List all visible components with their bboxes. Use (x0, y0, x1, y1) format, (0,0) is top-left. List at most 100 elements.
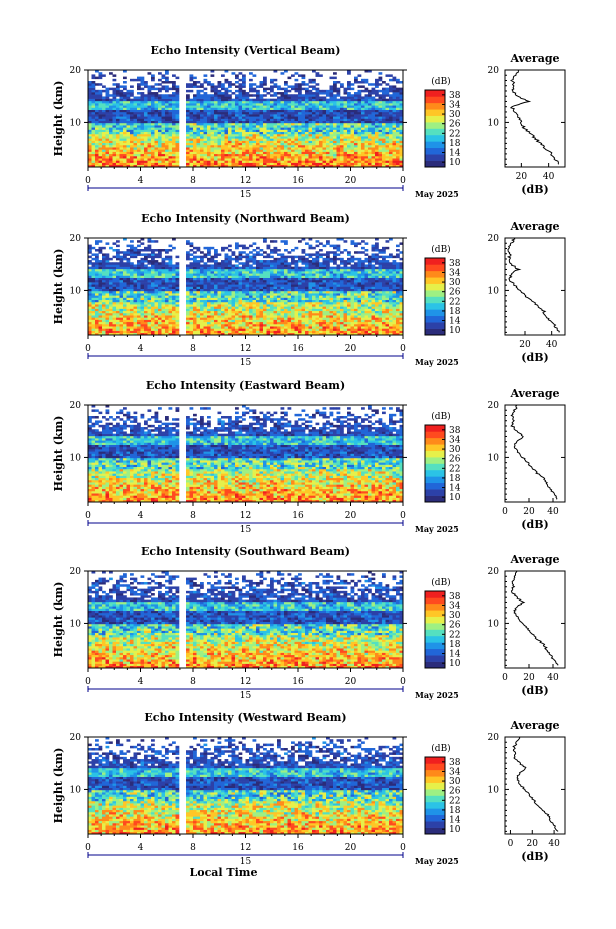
heatmap-cell (270, 131, 274, 135)
heatmap-cell (305, 144, 309, 148)
heatmap-cell (102, 147, 106, 150)
heatmap-cell (210, 279, 215, 283)
heatmap-cell (315, 149, 320, 152)
heatmap-cell (158, 293, 162, 296)
heatmap-cell (210, 116, 215, 119)
heatmap-cell (193, 125, 197, 128)
heatmap-cell (151, 158, 155, 161)
heatmap-cell (228, 153, 232, 157)
heatmap-cell (252, 87, 257, 91)
heatmap-cell (298, 131, 302, 135)
heatmap-cell (112, 282, 117, 285)
heatmap-cell (196, 85, 201, 88)
heatmap-cell (382, 155, 386, 159)
heatmap-cell (161, 299, 166, 303)
heatmap-cell (256, 164, 260, 168)
heatmap-cell (298, 92, 302, 95)
heatmap-cell (186, 140, 190, 144)
heatmap-cell (119, 92, 124, 95)
heatmap-cell (133, 103, 138, 106)
heatmap-cell (147, 306, 152, 309)
heatmap-cell (378, 155, 383, 159)
heatmap-cell (399, 87, 404, 91)
heatmap-cell (343, 125, 348, 128)
heatmap-cell (350, 155, 355, 159)
colorbar-swatch (425, 154, 445, 161)
heatmap-cell (361, 129, 365, 133)
heatmap-cell (315, 114, 320, 117)
heatmap-cell (126, 107, 131, 110)
heatmap-cell (140, 155, 145, 159)
heatmap-cell (200, 295, 204, 298)
heatmap-cell (109, 127, 113, 130)
heatmap-cell (196, 109, 201, 113)
heatmap-cell (203, 122, 208, 126)
heatmap-cell (98, 164, 103, 168)
heatmap-cell (273, 109, 278, 113)
heatmap-cell (238, 118, 243, 121)
heatmap-cell (165, 323, 169, 327)
heatmap-cell (333, 83, 337, 86)
heatmap-cell (154, 277, 159, 281)
heatmap-cell (343, 136, 348, 139)
heatmap-cell (200, 282, 204, 285)
heatmap-cell (217, 271, 222, 274)
heatmap-cell (95, 100, 99, 104)
heatmap-cell (189, 332, 194, 336)
heatmap-cell (91, 142, 96, 146)
heatmap-cell (105, 96, 110, 99)
heatmap-cell (235, 164, 239, 168)
heatmap-cell (252, 83, 257, 86)
heatmap-cell (217, 140, 222, 144)
heatmap-cell (116, 273, 120, 276)
heatmap-cell (109, 266, 113, 270)
heatmap-cell (399, 127, 404, 130)
heatmap-cell (105, 299, 110, 303)
heatmap-cell (312, 81, 316, 84)
heatmap-cell (151, 323, 155, 327)
heatmap-cell (88, 136, 92, 139)
heatmap-cell (228, 149, 232, 152)
heatmap-cell (116, 279, 120, 283)
heatmap-cell (105, 114, 110, 117)
heatmap-cell (200, 288, 204, 292)
heatmap-cell (217, 321, 222, 325)
heatmap-cell (371, 83, 376, 86)
heatmap-cell (98, 319, 103, 323)
heatmap-cell (193, 282, 197, 285)
heatmap-cell (361, 153, 365, 157)
heatmap-cell (263, 100, 267, 104)
heatmap-cell (249, 114, 253, 117)
heatmap-cell (210, 297, 215, 301)
heatmap-cell (217, 129, 222, 133)
heatmap-cell (116, 253, 120, 256)
heatmap-cell (273, 103, 278, 106)
heatmap-cell (333, 158, 337, 161)
heatmap-cell (329, 89, 334, 93)
heatmap-cell (235, 131, 239, 135)
heatmap-cell (228, 103, 232, 106)
heatmap-cell (105, 260, 110, 263)
heatmap-cell (385, 107, 390, 110)
heatmap-cell (133, 293, 138, 296)
heatmap-cell (270, 78, 274, 82)
heatmap-cell (130, 118, 134, 121)
heatmap-cell (130, 133, 134, 137)
heatmap-cell (95, 277, 99, 281)
heatmap-cell (224, 100, 229, 104)
heatmap-cell (200, 271, 204, 274)
heatmap-cell (119, 118, 124, 121)
heatmap-cell (242, 279, 246, 283)
heatmap-cell (144, 288, 148, 292)
heatmap-cell (368, 96, 372, 99)
heatmap-cell (284, 111, 288, 115)
heatmap-cell (137, 290, 141, 294)
heatmap-cell (109, 158, 113, 161)
heatmap-cell (168, 114, 173, 117)
heatmap-cell (396, 133, 400, 137)
heatmap-cell (105, 301, 110, 305)
heatmap-cell (392, 87, 397, 91)
heatmap-cell (266, 87, 271, 91)
heatmap-cell (186, 323, 190, 327)
heatmap-cell (263, 151, 267, 155)
